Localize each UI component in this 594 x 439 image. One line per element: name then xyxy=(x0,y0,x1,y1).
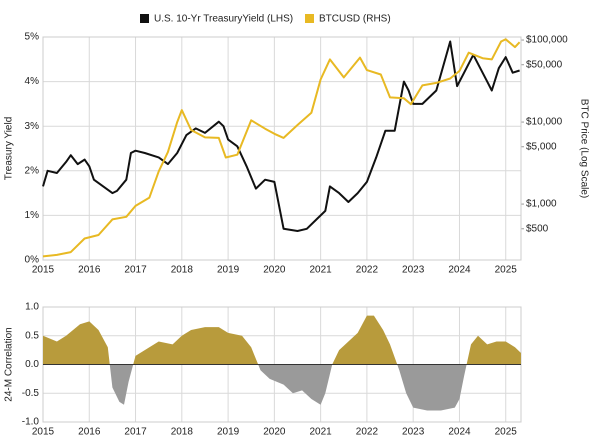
x-tick-label: 2019 xyxy=(217,265,240,276)
x-tick-label: 2022 xyxy=(356,427,379,438)
x-tick-label: 2018 xyxy=(171,427,194,438)
plot-frame xyxy=(42,36,522,261)
y-tick-label: -0.5 xyxy=(22,388,40,399)
series-line xyxy=(42,40,520,232)
x-tick-label: 2022 xyxy=(356,265,379,276)
y2-tick-label: $5,000 xyxy=(526,141,557,152)
x-tick-label: 2018 xyxy=(171,265,194,276)
x-tick-label: 2023 xyxy=(402,427,425,438)
y-tick-label: 1.0 xyxy=(25,302,39,313)
x-tick-label: 2020 xyxy=(263,265,286,276)
x-tick-label: 2024 xyxy=(448,265,471,276)
x-tick-label: 2015 xyxy=(32,265,55,276)
y-axis-label: 24-M Correlation xyxy=(4,327,15,401)
y-tick-label: 5% xyxy=(25,32,40,43)
correlation-area xyxy=(43,315,521,411)
legend-label: BTCUSD (RHS) xyxy=(319,14,391,25)
y-tick-label: 2% xyxy=(25,165,40,176)
x-tick-label: 2019 xyxy=(217,427,240,438)
x-tick-label: 2016 xyxy=(78,265,101,276)
y-axis-label: Treasury Yield xyxy=(4,117,15,181)
y-tick-label: 4% xyxy=(25,76,40,87)
y-tick-label: 3% xyxy=(25,121,40,132)
y-tick-label: 0.0 xyxy=(25,359,39,370)
y2-axis-label: BTC Price (Log Scale) xyxy=(578,99,589,198)
y2-tick-label: $500 xyxy=(526,223,549,234)
y-tick-label: 1% xyxy=(25,210,40,221)
x-tick-label: 2015 xyxy=(32,427,55,438)
x-tick-label: 2017 xyxy=(124,427,147,438)
x-tick-label: 2020 xyxy=(263,427,286,438)
legend-swatch xyxy=(140,14,149,23)
x-tick-label: 2025 xyxy=(495,265,518,276)
legend-swatch xyxy=(305,14,314,23)
x-tick-label: 2021 xyxy=(310,265,333,276)
x-tick-label: 2016 xyxy=(78,427,101,438)
x-tick-label: 2024 xyxy=(448,427,471,438)
y2-tick-label: $100,000 xyxy=(526,35,568,46)
y2-tick-label: $1,000 xyxy=(526,199,557,210)
y-tick-label: 0.5 xyxy=(25,330,39,341)
x-tick-label: 2023 xyxy=(402,265,425,276)
y2-tick-label: $50,000 xyxy=(526,59,563,70)
legend-label: U.S. 10-Yr TreasuryYield (LHS) xyxy=(154,14,293,25)
y2-tick-label: $10,000 xyxy=(526,117,563,128)
series-line xyxy=(42,38,521,258)
x-tick-label: 2017 xyxy=(124,265,147,276)
y-tick-label: -1.0 xyxy=(22,417,40,428)
x-tick-label: 2025 xyxy=(495,427,518,438)
x-tick-label: 2021 xyxy=(310,427,333,438)
y-tick-label: 0% xyxy=(25,255,40,266)
